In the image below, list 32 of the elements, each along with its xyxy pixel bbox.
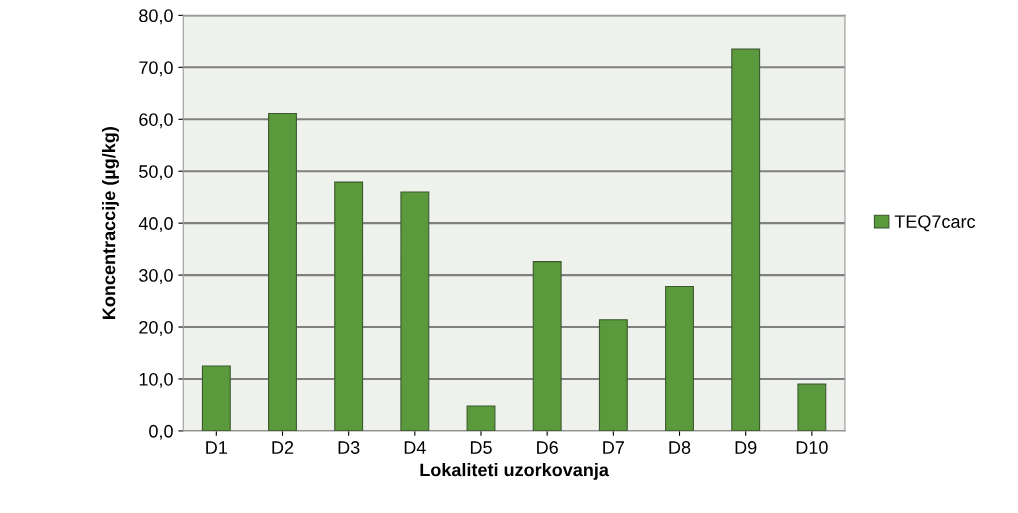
y-tick-label: 10,0 (139, 372, 173, 388)
bar (731, 48, 761, 431)
x-axis-title: Lokaliteti uzorkovanja (420, 463, 610, 480)
y-tick-label: 80,0 (139, 9, 173, 25)
x-tick-label: D3 (338, 441, 360, 454)
bar (797, 383, 827, 431)
bar (532, 261, 562, 431)
x-tick-label: D10 (796, 441, 828, 454)
bar (334, 181, 364, 431)
x-tick-label: D9 (735, 441, 757, 454)
y-axis-title: Koncentraccije (µg/kg) (102, 127, 119, 319)
y-tick-label: 50,0 (139, 165, 173, 181)
y-tick-label: 0,0 (149, 424, 173, 440)
x-tick-label: D8 (669, 441, 691, 454)
x-tick-label: D2 (272, 441, 294, 454)
bar (665, 285, 694, 431)
y-tick-label: 60,0 (139, 113, 173, 129)
bar (400, 191, 430, 431)
bar (466, 405, 496, 431)
x-tick-label: D6 (537, 441, 558, 454)
y-tick-label: 70,0 (139, 61, 173, 77)
x-tick-label: D5 (470, 441, 492, 454)
x-tick-label: D7 (603, 441, 624, 454)
legend-label: TEQ7carc (894, 215, 976, 232)
bar (598, 319, 628, 431)
x-tick-label: D1 (206, 441, 227, 454)
y-tick-label: 30,0 (139, 269, 173, 284)
y-tick-label: 20,0 (139, 320, 173, 336)
bar (201, 365, 231, 431)
y-tick-label: 40,0 (138, 217, 173, 233)
bar (268, 113, 297, 431)
x-tick-label: D4 (404, 441, 426, 454)
